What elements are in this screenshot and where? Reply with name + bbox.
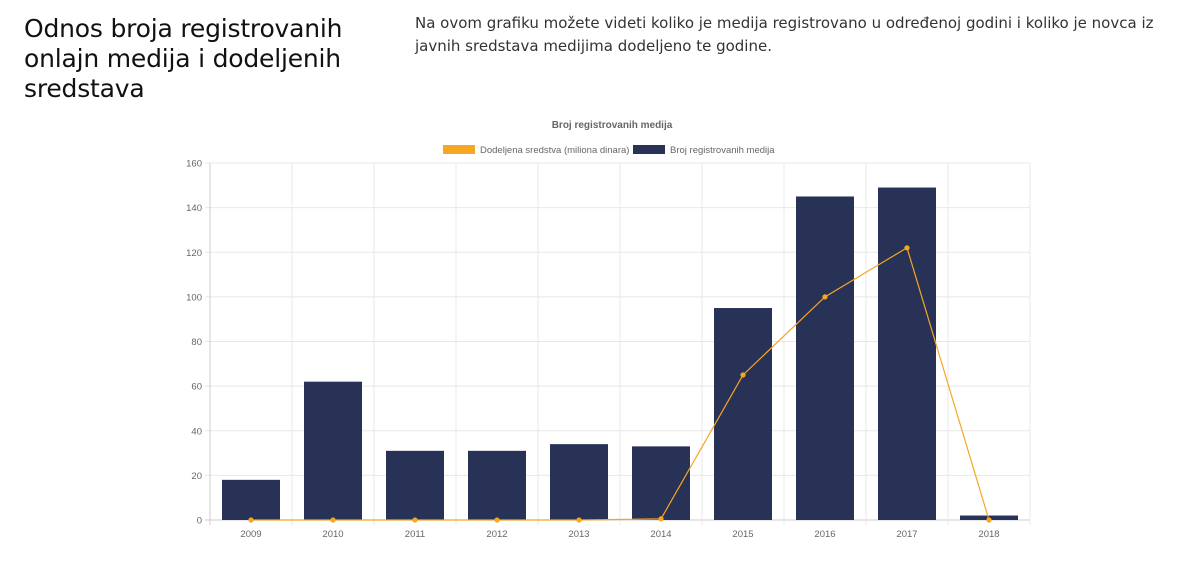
bar-media-count[interactable] [304, 381, 362, 520]
y-tick-label: 160 [186, 159, 202, 170]
x-tick-label: 2011 [405, 529, 425, 540]
bar-media-count[interactable] [878, 187, 936, 520]
legend-swatch-media-count[interactable] [633, 145, 665, 154]
point-funds[interactable] [986, 517, 992, 523]
point-funds[interactable] [248, 517, 254, 523]
bar-series [222, 187, 1018, 520]
point-funds[interactable] [412, 517, 418, 523]
y-tick-label: 80 [191, 337, 202, 348]
bar-media-count[interactable] [550, 444, 608, 520]
y-tick-label: 20 [191, 471, 202, 482]
y-tick-label: 60 [191, 382, 202, 393]
x-tick-label: 2015 [732, 529, 753, 540]
page-title: Odnos broja registrovanih onlajn medija … [24, 14, 343, 103]
y-tick-label: 0 [197, 516, 202, 527]
point-funds[interactable] [904, 245, 910, 251]
x-tick-label: 2014 [650, 529, 671, 540]
x-tick-label: 2012 [486, 529, 507, 540]
legend-swatch-funds[interactable] [443, 145, 475, 154]
chart-title: Broj registrovanih medija [552, 120, 673, 131]
y-tick-label: 40 [191, 426, 202, 437]
point-funds[interactable] [658, 516, 664, 522]
x-tick-label: 2017 [896, 529, 917, 540]
y-tick-label: 120 [186, 248, 202, 259]
line-series [248, 245, 992, 523]
y-tick-label: 100 [186, 292, 202, 303]
point-funds[interactable] [494, 517, 500, 523]
x-tick-label: 2009 [240, 529, 261, 540]
line-funds [251, 246, 990, 521]
x-axis: 2009 2010 2011 2012 2013 2014 2015 2016 2017 2018 [240, 529, 999, 540]
x-tick-label: 2010 [322, 529, 343, 540]
bar-media-count[interactable] [796, 196, 854, 520]
bar-media-count[interactable] [468, 450, 526, 520]
legend-label-funds[interactable]: Dodeljena sredstva (miliona dinara) [480, 145, 629, 156]
point-funds[interactable] [576, 517, 582, 523]
point-funds[interactable] [740, 372, 746, 378]
x-tick-label: 2016 [814, 529, 835, 540]
legend-label-media-count[interactable]: Broj registrovanih medija [670, 145, 775, 156]
point-funds[interactable] [822, 294, 828, 300]
y-axis: 0 20 40 60 80 100 120 140 160 [186, 159, 202, 527]
x-tick-label: 2018 [978, 529, 999, 540]
chart-legend: Dodeljena sredstva (miliona dinara) Broj… [443, 145, 775, 156]
y-tick-label: 140 [186, 203, 202, 214]
bar-media-count[interactable] [714, 308, 772, 520]
bar-media-count[interactable] [632, 446, 690, 520]
bar-media-count[interactable] [222, 479, 280, 520]
point-funds[interactable] [330, 517, 336, 523]
x-tick-label: 2013 [568, 529, 589, 540]
page-description: Na ovom grafiku možete videti koliko je … [415, 14, 1154, 55]
bar-media-count[interactable] [386, 450, 444, 520]
